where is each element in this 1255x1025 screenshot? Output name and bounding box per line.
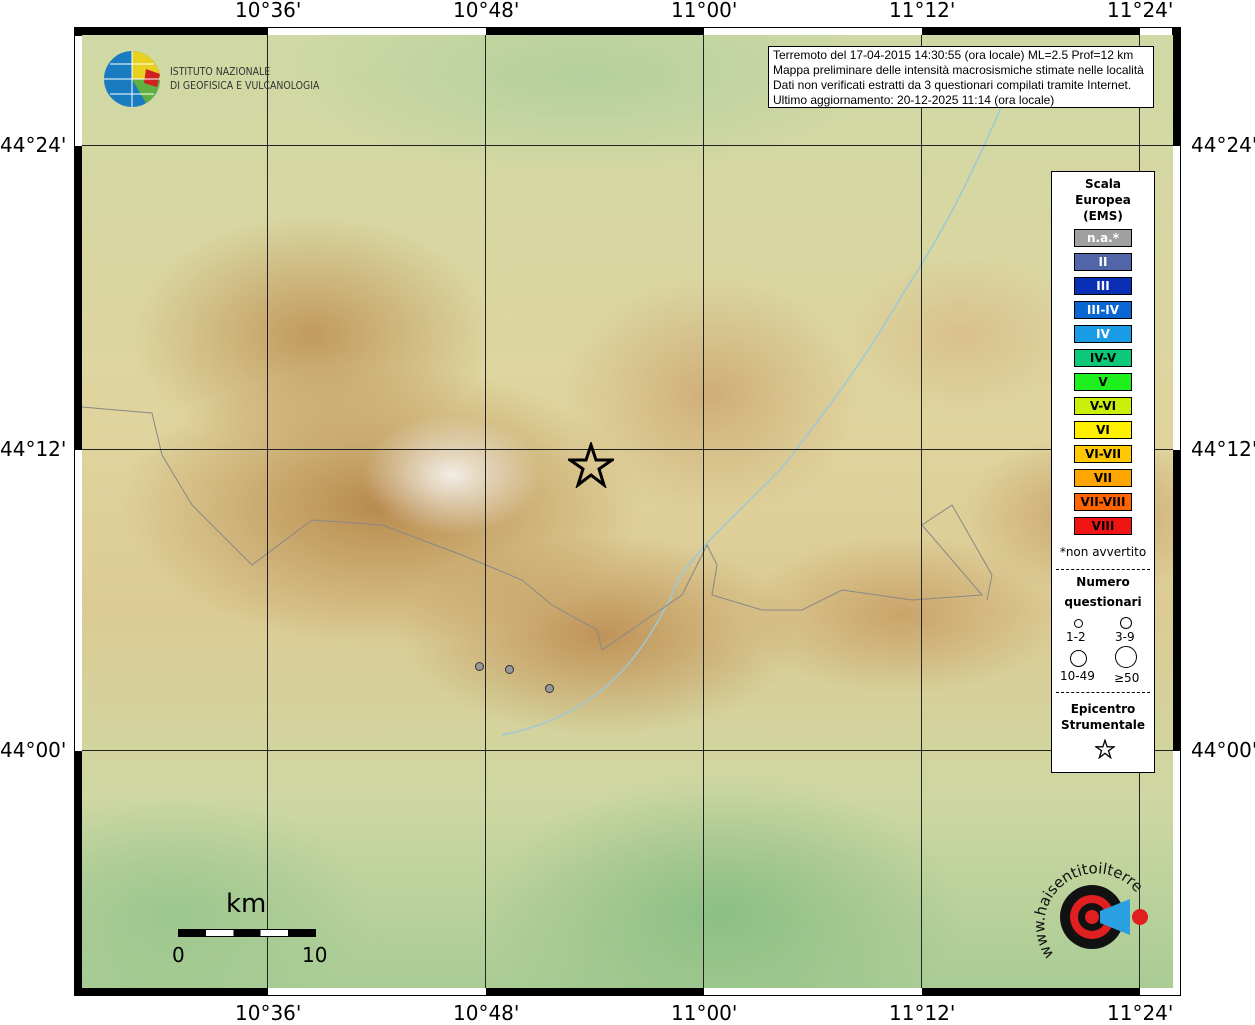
haisentito-logo: www.haisentitoilterremoto.it — [1027, 841, 1154, 975]
lat-tick-left: 44°24' — [0, 133, 67, 157]
ingv-name-line1: ISTITUTO NAZIONALE — [170, 65, 271, 78]
legend-swatch: VIII — [1074, 517, 1132, 535]
legend-swatch: IV — [1074, 325, 1132, 343]
globe-icon — [104, 51, 160, 107]
legend-swatch: V-VI — [1074, 397, 1132, 415]
legend-swatch: III — [1074, 277, 1132, 295]
count-title: questionari — [1064, 595, 1142, 609]
legend-swatch: II — [1074, 253, 1132, 271]
count-label: 10-49 — [1060, 669, 1095, 683]
lon-tick-top: 10°36' — [235, 0, 302, 22]
lat-tick-right: 44°00' — [1191, 738, 1255, 762]
count-circle-3-9 — [1120, 617, 1132, 629]
epicenter-title: Strumentale — [1060, 718, 1146, 732]
legend-note: *non avvertito — [1059, 545, 1147, 559]
ingv-logo: ISTITUTO NAZIONALE DI GEOFISICA E VULCAN… — [102, 49, 342, 109]
info-line: Mappa preliminare delle intensità macros… — [773, 63, 1144, 77]
lon-tick-top: 11°24' — [1107, 0, 1174, 22]
scale-bar: km 0 10 — [172, 885, 336, 967]
lon-tick-top: 10°48' — [453, 0, 520, 22]
lon-tick-bottom: 11°00' — [671, 1001, 738, 1025]
legend-swatch: IV-V — [1074, 349, 1132, 367]
legend-swatch: VII-VIII — [1074, 493, 1132, 511]
questionnaire-point[interactable] — [545, 684, 554, 693]
river — [501, 104, 1003, 736]
legend-swatch: VI-VII — [1074, 445, 1132, 463]
count-label: 3-9 — [1115, 630, 1135, 644]
border-line — [82, 406, 993, 651]
info-line: Dati non verificati estratti da 3 questi… — [773, 78, 1132, 92]
haisentito-logo-graphic: www.haisentitoilterremoto.it — [1027, 841, 1148, 962]
lon-tick-bottom: 11°24' — [1107, 1001, 1174, 1025]
info-line: Terremoto del 17-04-2015 14:30:55 (ora l… — [773, 48, 1134, 62]
lat-tick-left: 44°12' — [0, 437, 67, 461]
count-label: 1-2 — [1066, 630, 1086, 644]
legend-swatch: VII — [1074, 469, 1132, 487]
legend-title: (EMS) — [1083, 209, 1123, 223]
legend: Scala Europea (EMS) n.a.* II III III-IV IV IV… — [1051, 171, 1155, 773]
lon-tick-bottom: 10°36' — [235, 1001, 302, 1025]
lat-tick-right: 44°24' — [1191, 133, 1255, 157]
info-line: Ultimo aggiornamento: 20-12-2025 11:14 (… — [773, 93, 1055, 107]
lon-tick-top: 11°12' — [889, 0, 956, 22]
count-circle-10-49 — [1070, 650, 1087, 667]
map-overlay — [82, 104, 1003, 736]
scale-unit: km — [226, 889, 267, 919]
legend-swatch: VI — [1074, 421, 1132, 439]
star-icon — [1095, 739, 1115, 759]
questionnaire-point[interactable] — [505, 665, 514, 674]
legend-swatch: n.a.* — [1074, 229, 1132, 247]
legend-swatch: V — [1074, 373, 1132, 391]
ingv-name-line2: DI GEOFISICA E VULCANOLOGIA — [170, 79, 320, 92]
epicenter-title: Epicentro — [1070, 702, 1136, 716]
questionnaire-point[interactable] — [475, 662, 484, 671]
lon-tick-top: 11°00' — [671, 0, 738, 22]
lon-tick-bottom: 11°12' — [889, 1001, 956, 1025]
lat-tick-left: 44°00' — [0, 738, 67, 762]
count-circle-50 — [1115, 646, 1137, 668]
lon-tick-bottom: 10°48' — [453, 1001, 520, 1025]
legend-title: Europea — [1075, 193, 1131, 207]
terrain-map[interactable]: ISTITUTO NAZIONALE DI GEOFISICA E VULCAN… — [82, 35, 1173, 988]
legend-swatch: III-IV — [1074, 301, 1132, 319]
count-circle-1-2 — [1074, 619, 1083, 628]
count-label: ≥50 — [1114, 671, 1140, 685]
legend-title: Scala — [1084, 177, 1122, 191]
count-title: Numero — [1076, 575, 1130, 589]
scale-label-0: 0 — [172, 943, 185, 967]
lat-tick-right: 44°12' — [1191, 437, 1255, 461]
event-info-box: Terremoto del 17-04-2015 14:30:55 (ora l… — [768, 46, 1154, 108]
epicenter-star-icon[interactable] — [568, 442, 614, 488]
scale-label-10: 10 — [302, 943, 328, 967]
